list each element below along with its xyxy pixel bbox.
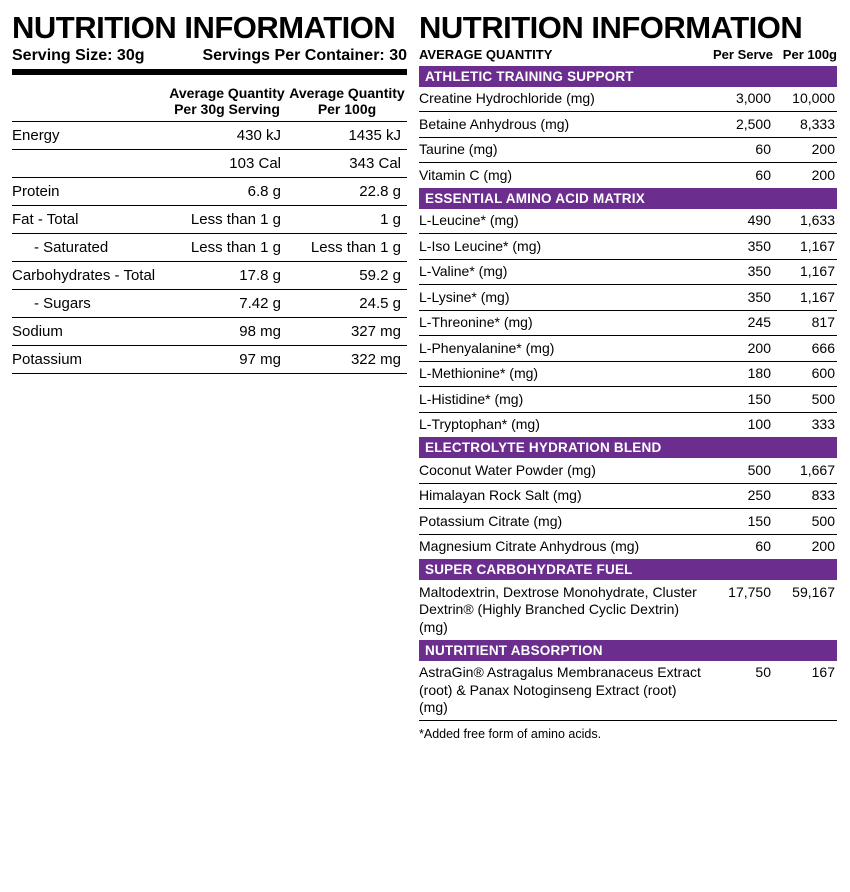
row-coconut: Coconut Water Powder (mg)5001,667 [419, 458, 837, 484]
section-eam-header: ESSENTIAL AMINO ACID MATRIX [419, 188, 837, 209]
row-protein: Protein 6.8 g 22.8 g [12, 178, 407, 206]
section-ats-header: ATHLETIC TRAINING SUPPORT [419, 66, 837, 87]
row-phenylalanine: L-Phenyalanine* (mg)200666 [419, 336, 837, 362]
section-ehb-header: ELECTROLYTE HYDRATION BLEND [419, 437, 837, 458]
row-energy: Energy 430 kJ 1435 kJ [12, 122, 407, 150]
label-energy: Energy [12, 127, 167, 144]
row-sodium: Sodium 98 mg 327 mg [12, 318, 407, 346]
row-magnesium: Magnesium Citrate Anhydrous (mg)60200 [419, 535, 837, 560]
section-scf-header: SUPER CARBOHYDRATE FUEL [419, 559, 837, 580]
row-fat: Fat - Total Less than 1 g 1 g [12, 206, 407, 234]
label-saturated: - Saturated [12, 239, 167, 256]
value-energy-100g: 1435 kJ [287, 127, 407, 144]
row-potassium: Potassium 97 mg 322 mg [12, 346, 407, 374]
per-serve-label: Per Serve [709, 47, 773, 62]
label-sugars: - Sugars [12, 295, 167, 312]
nutrition-panel-left: NUTRITION INFORMATION Serving Size: 30g … [12, 12, 407, 880]
value-energy-cal-100g: 343 Cal [287, 155, 407, 172]
avg-quantity-label: AVERAGE QUANTITY [419, 47, 709, 62]
label-potassium: Potassium [12, 351, 167, 368]
col-header-per-100g: Average Quantity Per 100g [287, 85, 407, 117]
value-energy-cal-serve: 103 Cal [167, 155, 287, 172]
row-sugars: - Sugars 7.42 g 24.5 g [12, 290, 407, 318]
row-himalayan: Himalayan Rock Salt (mg)250833 [419, 484, 837, 510]
row-valine: L-Valine* (mg)3501,167 [419, 260, 837, 286]
label-fat: Fat - Total [12, 211, 167, 228]
row-threonine: L-Threonine* (mg)245817 [419, 311, 837, 337]
row-saturated: - Saturated Less than 1 g Less than 1 g [12, 234, 407, 262]
row-potassium-citrate: Potassium Citrate (mg)150500 [419, 509, 837, 535]
row-isoleucine: L-Iso Leucine* (mg)3501,167 [419, 234, 837, 260]
footnote: *Added free form of amino acids. [419, 721, 837, 741]
row-leucine: L-Leucine* (mg)4901,633 [419, 209, 837, 235]
row-tryptophan: L-Tryptophan* (mg)100333 [419, 413, 837, 438]
nutrition-panel-right: NUTRITION INFORMATION AVERAGE QUANTITY P… [419, 12, 837, 880]
servings-per-container: Servings Per Container: 30 [202, 47, 407, 65]
row-maltodextrin: Maltodextrin, Dextrose Monohydrate, Clus… [419, 580, 837, 640]
col-header-per-serving: Average Quantity Per 30g Serving [167, 85, 287, 117]
row-carbs: Carbohydrates - Total 17.8 g 59.2 g [12, 262, 407, 290]
subhead-right: AVERAGE QUANTITY Per Serve Per 100g [419, 47, 837, 66]
label-protein: Protein [12, 183, 167, 200]
per-100g-label: Per 100g [773, 47, 837, 62]
section-na-header: NUTRITIENT ABSORPTION [419, 640, 837, 661]
row-lysine: L-Lysine* (mg)3501,167 [419, 285, 837, 311]
row-betaine: Betaine Anhydrous (mg)2,5008,333 [419, 112, 837, 138]
label-carbs: Carbohydrates - Total [12, 267, 167, 284]
value-energy-serve: 430 kJ [167, 127, 287, 144]
row-vitc: Vitamin C (mg)60200 [419, 163, 837, 188]
label-sodium: Sodium [12, 323, 167, 340]
panel-title-left: NUTRITION INFORMATION [12, 12, 407, 45]
row-histidine: L-Histidine* (mg)150500 [419, 387, 837, 413]
row-astragin: AstraGin® Astragalus Membranaceus Extrac… [419, 661, 837, 722]
row-creatine: Creatine Hydrochloride (mg)3,00010,000 [419, 87, 837, 113]
serving-info-row: Serving Size: 30g Servings Per Container… [12, 47, 407, 75]
row-energy-cal: 103 Cal 343 Cal [12, 150, 407, 178]
row-methionine: L-Methionine* (mg)180600 [419, 362, 837, 388]
panel-title-right: NUTRITION INFORMATION [419, 12, 837, 45]
row-taurine: Taurine (mg)60200 [419, 138, 837, 164]
serving-size: Serving Size: 30g [12, 47, 145, 65]
column-headers-left: Average Quantity Per 30g Serving Average… [12, 81, 407, 122]
